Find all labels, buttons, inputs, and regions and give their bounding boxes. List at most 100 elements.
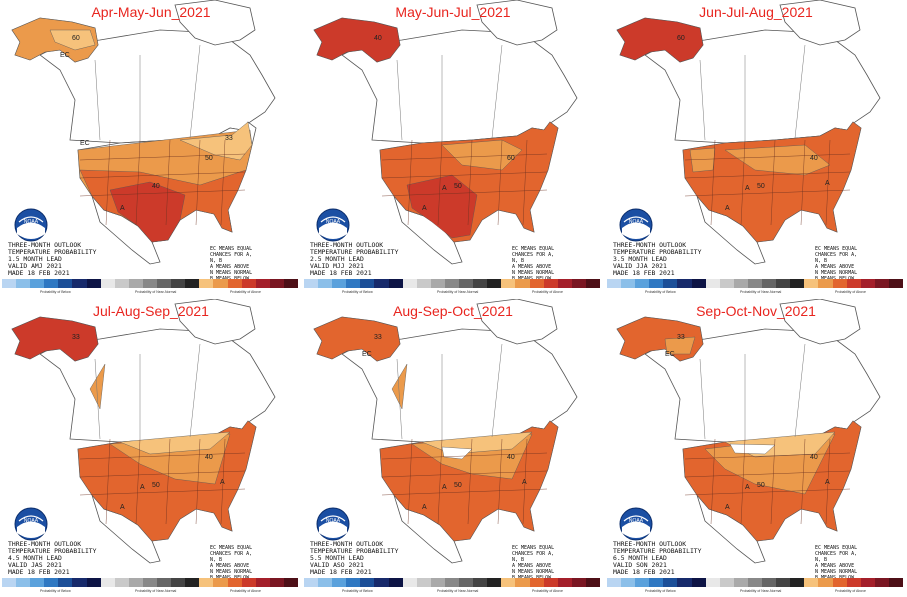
greenland-landmass: [779, 299, 861, 345]
state-border: [684, 470, 851, 478]
outlook-caption: THREE-MONTH OUTLOOK TEMPERATURE PROBABILI…: [8, 242, 97, 277]
outlook-panel: A A A 50 40 60 Jun-Jul-Aug_2021 NOAA THREE-MONTH…: [605, 0, 907, 298]
state-border: [165, 139, 171, 226]
province-border: [94, 358, 101, 440]
state-border: [79, 470, 246, 478]
color-swatch: [86, 279, 101, 288]
legend-line: N MEANS NORMAL: [512, 569, 555, 575]
above-label: A: [442, 484, 447, 491]
color-swatch: [691, 578, 706, 587]
color-swatch: [388, 279, 403, 288]
caption-line: VALID MJJ 2021: [310, 262, 364, 270]
contour-label: 50: [205, 155, 213, 162]
noaa-logo-icon: NOAA: [14, 208, 48, 242]
color-swatch: [430, 578, 445, 587]
probability-region: [109, 181, 186, 243]
color-swatch: [621, 279, 636, 288]
bar-label: Probability of Below: [645, 290, 676, 294]
color-swatch: [874, 279, 889, 288]
outlook-map: EC A A A 50 40 33: [616, 299, 881, 564]
color-swatch: [571, 578, 586, 587]
color-swatch: [501, 279, 516, 288]
state-border: [770, 139, 776, 226]
bar-label: Probability of Below: [40, 589, 71, 593]
noaa-logo-icon: NOAA: [14, 507, 48, 541]
color-swatch: [459, 578, 474, 587]
noaa-logo-text: NOAA: [326, 518, 341, 524]
legend-line: EC MEANS EQUAL: [512, 246, 555, 252]
caption-line: THREE-MONTH OUTLOOK: [310, 540, 384, 548]
province-border: [491, 343, 503, 438]
caption-line: THREE-MONTH OUTLOOK: [8, 241, 82, 249]
color-swatch: [100, 578, 115, 587]
color-swatch: [832, 279, 847, 288]
state-border: [407, 438, 413, 525]
color-swatch: [360, 578, 375, 587]
probability-region: [441, 139, 523, 171]
state-border: [220, 438, 226, 525]
contour-label: 40: [810, 454, 818, 461]
color-swatch: [157, 279, 172, 288]
outlook-map: EC EC A 40 50 60 33: [11, 0, 276, 265]
legend-line: A MEANS ABOVE: [210, 563, 250, 569]
legend-line: N MEANS NORMAL: [512, 270, 555, 276]
outlook-panel: EC A A A 50 40 33 Sep-Oct-Nov_2021 NOAA THREE-MON…: [605, 299, 907, 597]
color-swatch: [318, 578, 333, 587]
color-swatch: [529, 578, 544, 587]
caption-line: VALID JAS 2021: [8, 561, 62, 569]
province-border: [794, 343, 806, 438]
color-swatch: [269, 578, 284, 587]
state-border: [135, 139, 141, 226]
caption-line: 3.5 MONTH LEAD: [613, 255, 667, 263]
color-swatch: [185, 279, 200, 288]
noaa-logo-icon: NOAA: [316, 507, 350, 541]
color-swatch: [255, 578, 270, 587]
probability-region: [616, 17, 704, 63]
legend-line: EC MEANS EQUAL: [512, 545, 555, 551]
color-swatch: [44, 578, 59, 587]
state-border: [684, 153, 851, 161]
color-swatch: [529, 279, 544, 288]
color-swatch: [100, 279, 115, 288]
caption-line: VALID ASO 2021: [310, 561, 364, 569]
probability-region: [89, 363, 106, 410]
legend-line: N MEANS NORMAL: [210, 569, 253, 575]
state-border: [800, 139, 806, 226]
caption-line: MADE 18 FEB 2021: [8, 568, 70, 576]
color-swatch: [185, 578, 200, 587]
color-swatch: [747, 578, 763, 587]
province-border: [491, 44, 503, 139]
color-swatch: [585, 279, 600, 288]
color-swatch: [888, 279, 903, 288]
color-swatch: [86, 578, 101, 587]
bar-label: Probability of Near-Normal: [740, 589, 782, 593]
contour-label: 40: [810, 155, 818, 162]
color-swatch: [171, 279, 186, 288]
state-border: [79, 189, 246, 197]
contour-label: 50: [757, 482, 765, 489]
bar-label: Probability of Near-Normal: [135, 589, 177, 593]
bar-label: Probability of Above: [835, 589, 866, 593]
state-border: [381, 171, 548, 179]
color-swatch: [332, 578, 347, 587]
outlook-panel: EC A A A 50 40 33 Aug-Sep-Oct_2021 NOAA THREE-MON…: [302, 299, 604, 597]
state-border: [135, 438, 141, 525]
above-label: A: [422, 205, 427, 212]
color-swatch: [213, 279, 228, 288]
contour-label: 60: [507, 155, 515, 162]
legend-line: N, B: [815, 557, 828, 563]
state-border: [684, 171, 851, 179]
color-swatch: [128, 578, 143, 587]
outlook-caption: THREE-MONTH OUTLOOK TEMPERATURE PROBABILI…: [8, 541, 97, 576]
color-swatch: [719, 578, 734, 587]
color-swatch: [241, 279, 256, 288]
legend-line: N MEANS NORMAL: [210, 270, 253, 276]
color-swatch: [515, 279, 530, 288]
caption-line: MADE 18 FEB 2021: [310, 568, 372, 576]
above-label: A: [140, 484, 145, 491]
color-swatch: [304, 578, 319, 587]
state-border: [497, 438, 503, 525]
color-swatch: [2, 279, 17, 288]
caption-line: TEMPERATURE PROBABILITY: [613, 248, 702, 256]
